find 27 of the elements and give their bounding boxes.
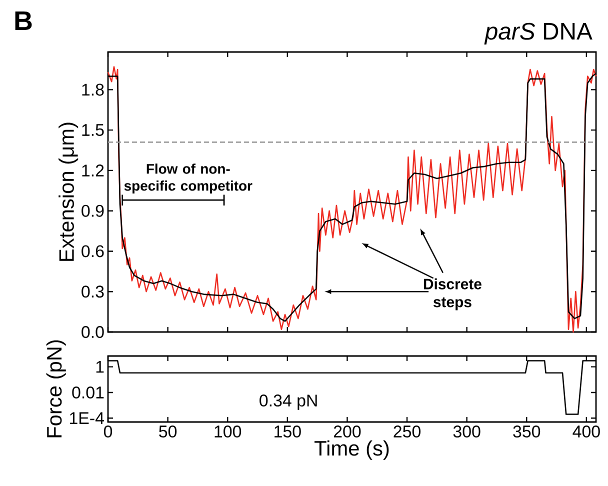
x-tick-label: 250 <box>394 426 420 438</box>
chart-title: parS DNA <box>484 22 592 44</box>
y-tick-label: 0.9 <box>82 204 104 217</box>
x-tick-label: 400 <box>572 426 600 438</box>
y-tick-label: 0.01 <box>72 386 104 398</box>
y-tick-label: 1.2 <box>82 164 104 176</box>
x-tick-label: 350 <box>513 426 540 438</box>
y-tick-label: 1.8 <box>82 84 104 96</box>
x-tick-label: 200 <box>334 426 361 438</box>
y-tick-label: 1 <box>96 361 104 373</box>
y-tick-label: 0.3 <box>82 286 104 298</box>
y-axis-title: Force (pN) <box>46 340 66 438</box>
annotation: Flow of non-specific competitor <box>124 164 252 194</box>
annotation: Discrete steps <box>424 278 482 310</box>
x-tick-label: 0 <box>104 426 112 438</box>
y-tick-label: 1E-4 <box>70 412 104 424</box>
y-tick-label: 1.5 <box>82 124 104 136</box>
y-axis-title: Extension (μm) <box>58 122 78 261</box>
x-tick-label: 150 <box>274 426 301 438</box>
y-tick-label: 0.6 <box>82 245 104 258</box>
x-tick-label: 300 <box>453 426 480 438</box>
x-tick-label: 50 <box>159 426 177 438</box>
text: B <box>15 12 32 30</box>
x-tick-label: 100 <box>214 426 242 438</box>
x-axis-title: Time (s) <box>314 440 389 460</box>
y-tick-label: 0.0 <box>82 326 104 338</box>
annotation: 0.34 pN <box>260 394 317 410</box>
